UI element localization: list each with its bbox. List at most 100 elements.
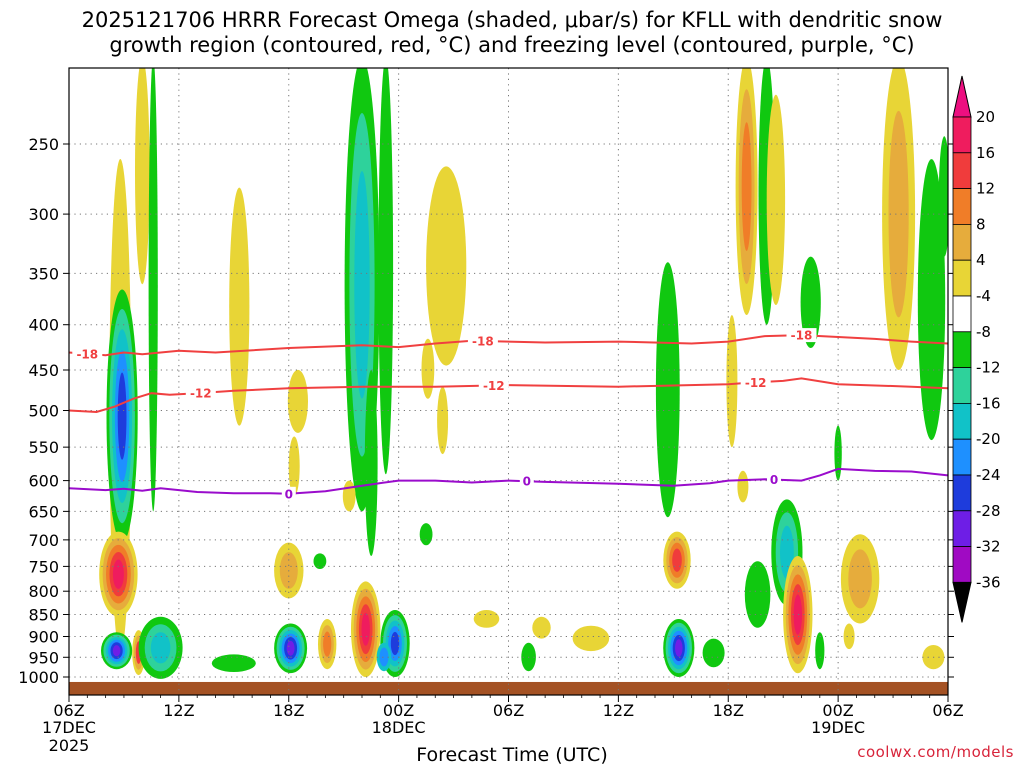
x-tick-label-0: 06Z — [53, 701, 84, 720]
omega-cell-23-level-0 — [426, 166, 467, 366]
y-tick-label-300: 300 — [28, 205, 59, 224]
colorbar-label-6: -8 — [976, 323, 991, 341]
source-credit: coolwx.com/models — [857, 743, 1014, 761]
contour-label--12-1: -12 — [483, 379, 505, 393]
colorbar-label-8: -16 — [976, 394, 1001, 412]
x-tick-year-0: 2025 — [49, 736, 90, 755]
x-tick-label-30: 12Z — [603, 701, 634, 720]
colorbar-label-2: 12 — [976, 180, 995, 198]
omega-cell-13-level-5 — [286, 640, 295, 656]
x-tick-label-18: 00Z — [383, 701, 414, 720]
y-axis-pressure: 250 300 350 400 450 500 550 600 650 700 750 800 850 9… — [18, 135, 954, 687]
omega-cell-20-level-0 — [342, 480, 356, 512]
x-tick-date-0: 17DEC — [42, 718, 96, 737]
x-tick-label-48: 06Z — [932, 701, 963, 720]
contour-label-bg--18-1 — [467, 334, 498, 348]
contour-label-bg-0-1 — [519, 474, 534, 489]
x-tick-date-18: 18DEC — [372, 718, 426, 737]
omega-cell-26-level-0 — [419, 523, 433, 546]
colorbar-swatch-12 — [952, 546, 972, 583]
x-tick-label-12: 18Z — [273, 701, 304, 720]
colorbar-label-1: 16 — [976, 144, 995, 162]
omega-cell-4-level-4 — [112, 559, 124, 589]
colorbar-legend: 20 16 12 8 4 -4 -8 -12 -16 -20 -24 -28 -32 -36 — [952, 75, 1001, 623]
colorbar-label-0: 20 — [976, 108, 995, 126]
omega-cell-14-level-2 — [323, 631, 332, 657]
x-tick-label-24: 06Z — [493, 701, 524, 720]
contour-label--12-2: -12 — [745, 376, 767, 390]
omega-cell-47-level-0 — [843, 623, 855, 650]
y-tick-label-700: 700 — [28, 531, 59, 550]
x-tick-label-36: 18Z — [713, 701, 744, 720]
colorbar-swatch-0 — [952, 116, 972, 154]
omega-cell-21-level-4 — [390, 631, 400, 656]
omega-cell-7-level-2 — [150, 632, 171, 664]
omega-cell-3-level-4 — [117, 372, 127, 460]
omega-cell-31-level-0 — [655, 262, 680, 518]
y-tick-label-550: 550 — [28, 438, 59, 457]
ground-strip — [69, 681, 948, 695]
contour-label-bg--12-2 — [740, 375, 771, 390]
omega-cell-33-level-5 — [675, 639, 683, 657]
omega-cell-11-level-0 — [287, 369, 308, 433]
colorbar-label-3: 8 — [976, 215, 986, 233]
colorbar-swatch-6 — [952, 331, 972, 368]
title-line-1: 2025121706 HRRR Forecast Omega (shaded, … — [81, 8, 943, 32]
omega-cell-5-level-5 — [112, 645, 121, 657]
colorbar-label-12: -32 — [976, 538, 1001, 556]
omega-cell-1-level-0 — [135, 68, 150, 285]
contour-line--12 — [69, 377, 948, 414]
contour-label-bg--12-0 — [185, 386, 216, 400]
contour-label--12-0: -12 — [190, 387, 212, 401]
colorbar-swatch-9 — [952, 438, 972, 476]
contour-line-0 — [69, 467, 948, 495]
omega-cell-19-level-0 — [364, 370, 378, 556]
colorbar-bottom-triangle — [952, 581, 972, 623]
x-tick-label-42: 00Z — [822, 701, 853, 720]
contour-label-bg--18-2 — [786, 328, 817, 343]
colorbar-label-5: -4 — [976, 287, 991, 305]
chart-title: 2025121706 HRRR Forecast Omega (shaded, … — [0, 8, 1024, 58]
omega-cell-39-level-0 — [737, 470, 749, 503]
omega-cell-15-level-0 — [313, 553, 327, 569]
colorbar-top-triangle — [952, 75, 972, 118]
contour-label-0-0: 0 — [285, 487, 293, 501]
contour-label--18-2: -18 — [791, 329, 813, 343]
omega-cell-46-level-1 — [848, 549, 872, 609]
omega-cell-8-level-0 — [229, 187, 250, 426]
colorbar-swatch-1 — [952, 152, 972, 190]
omega-cell-42-level-4 — [793, 594, 802, 635]
y-tick-label-950: 950 — [28, 648, 59, 667]
contour-label-bg-0-2 — [767, 472, 781, 487]
colorbar-label-11: -28 — [976, 502, 1001, 520]
omega-cell-2-level-0 — [148, 68, 158, 512]
gridlines — [69, 68, 948, 695]
y-tick-label-250: 250 — [28, 135, 59, 154]
y-tick-label-500: 500 — [28, 402, 59, 421]
y-tick-label-1000: 1000 — [18, 668, 59, 687]
colorbar-swatch-10 — [952, 474, 972, 512]
omega-shading — [99, 68, 948, 679]
omega-cell-34-level-0 — [702, 638, 725, 668]
omega-cell-18-level-4 — [361, 612, 370, 646]
colorbar-label-4: 4 — [976, 251, 986, 269]
colorbar-label-9: -20 — [976, 430, 1001, 448]
contour-label--18-0: -18 — [76, 347, 98, 361]
omega-cell-10-level-0 — [288, 436, 300, 497]
contour-label-bg-0-0 — [281, 486, 296, 501]
omega-cell-43-level-0 — [800, 256, 821, 348]
x-tick-date-42: 19DEC — [811, 718, 865, 737]
omega-cell-44-level-0 — [834, 425, 842, 481]
title-line-2: growth region (contoured, red, °C) and f… — [109, 33, 915, 57]
colorbar-swatch-2 — [952, 188, 972, 225]
colorbar-swatch-8 — [952, 402, 972, 440]
omega-cell-25-level-0 — [437, 386, 449, 455]
omega-cell-29-level-0 — [532, 616, 551, 639]
omega-cell-41-level-0 — [744, 561, 771, 628]
omega-cell-9-level-0 — [211, 654, 256, 672]
y-tick-label-600: 600 — [28, 472, 59, 491]
y-tick-label-850: 850 — [28, 606, 59, 625]
omega-cell-49-level-0 — [917, 159, 946, 441]
